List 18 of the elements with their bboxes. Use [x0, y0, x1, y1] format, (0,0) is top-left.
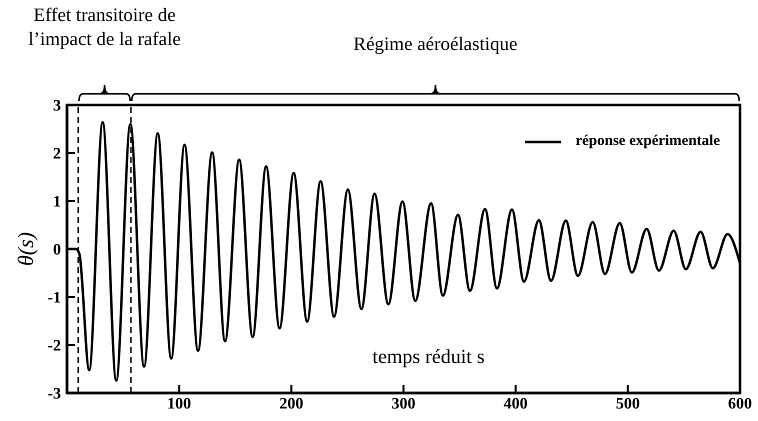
x-tick-label: 300	[392, 395, 416, 412]
y-tick-label: -3	[48, 386, 61, 403]
text: Régime aéroélastique	[352, 34, 518, 56]
y-tick-label: -1	[48, 290, 61, 307]
x-tick-label: 100	[167, 395, 192, 412]
legend-label: réponse expérimentale	[575, 133, 720, 150]
y-tick-label: -2	[48, 338, 61, 355]
y-tick-label: 1	[53, 194, 61, 211]
x-axis-title: temps réduit s	[372, 346, 485, 368]
x-tick-label: 200	[279, 395, 304, 412]
y-tick-label: 3	[53, 98, 61, 115]
text: Effet transitoire de l’impact de la rafale	[27, 4, 182, 52]
y-axis-title: θ(s)	[12, 232, 38, 266]
x-tick-label: 600	[728, 395, 752, 412]
x-tick-label: 400	[504, 395, 528, 412]
y-tick-label: 0	[53, 242, 61, 259]
y-tick-label: 2	[53, 146, 61, 163]
x-tick-label: 500	[616, 395, 640, 412]
